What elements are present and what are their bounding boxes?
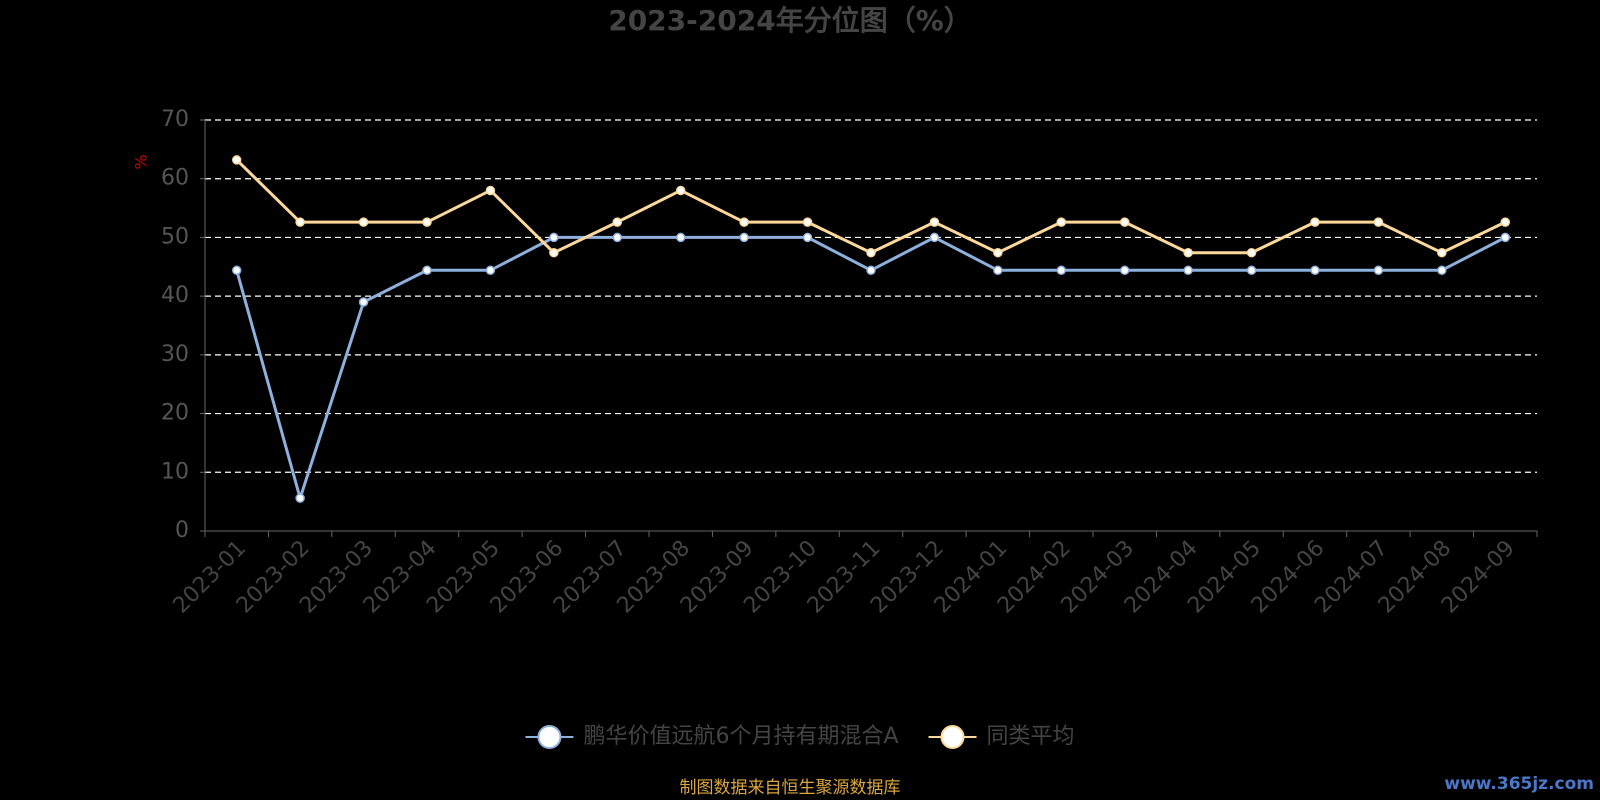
point xyxy=(549,232,559,243)
y-axis-label: % xyxy=(132,154,151,169)
point xyxy=(1119,265,1130,276)
point xyxy=(231,155,242,165)
point xyxy=(929,217,940,227)
point xyxy=(675,185,686,196)
point xyxy=(739,232,749,243)
point xyxy=(866,265,876,276)
legend-label: 同类平均 xyxy=(987,724,1075,749)
point xyxy=(675,232,686,243)
watermark: www.365jz.com xyxy=(1444,774,1594,794)
point xyxy=(612,232,623,243)
y-tick-label: 50 xyxy=(161,224,189,249)
point xyxy=(1310,265,1320,276)
point xyxy=(1183,265,1193,276)
legend-item[interactable]: 同类平均 xyxy=(928,724,1075,749)
point xyxy=(485,185,496,196)
y-tick-label: 60 xyxy=(161,166,189,191)
point xyxy=(993,265,1003,276)
point xyxy=(1056,265,1067,276)
point xyxy=(1373,265,1384,276)
y-tick-label: 20 xyxy=(161,401,189,426)
legend-marker xyxy=(940,725,965,749)
point xyxy=(1373,217,1384,227)
legend-marker xyxy=(537,725,562,749)
point xyxy=(802,232,813,243)
footer: 制图数据来自恒生聚源数据库 xyxy=(680,778,901,798)
point xyxy=(1056,217,1067,227)
point xyxy=(993,247,1003,258)
point xyxy=(231,265,242,276)
point xyxy=(422,217,432,227)
point xyxy=(485,265,496,276)
point xyxy=(422,265,432,276)
point xyxy=(1246,247,1257,258)
legend-item[interactable]: 鹏华价值远航6个月持有期混合A xyxy=(525,724,899,749)
point xyxy=(802,217,813,227)
point xyxy=(1183,247,1193,258)
point xyxy=(1437,247,1447,258)
point xyxy=(739,217,749,227)
point xyxy=(358,297,369,307)
chart-title: 2023-2024年分位图（%） xyxy=(608,4,972,37)
point xyxy=(1246,265,1257,276)
point xyxy=(549,247,559,258)
point xyxy=(295,217,305,227)
y-tick-label: 10 xyxy=(161,459,189,484)
point xyxy=(1310,217,1320,227)
point xyxy=(358,217,369,227)
legend-label: 鹏华价值远航6个月持有期混合A xyxy=(583,724,898,749)
point xyxy=(1500,232,1511,243)
point xyxy=(866,247,876,258)
point xyxy=(1119,217,1130,227)
point xyxy=(1437,265,1447,276)
y-tick-label: 30 xyxy=(161,342,189,367)
y-tick-label: 70 xyxy=(161,107,189,132)
point xyxy=(295,493,305,503)
y-tick-label: 40 xyxy=(161,283,189,308)
point xyxy=(929,232,940,243)
point xyxy=(612,217,623,227)
point xyxy=(1500,217,1511,227)
y-tick-label: 0 xyxy=(175,518,189,543)
